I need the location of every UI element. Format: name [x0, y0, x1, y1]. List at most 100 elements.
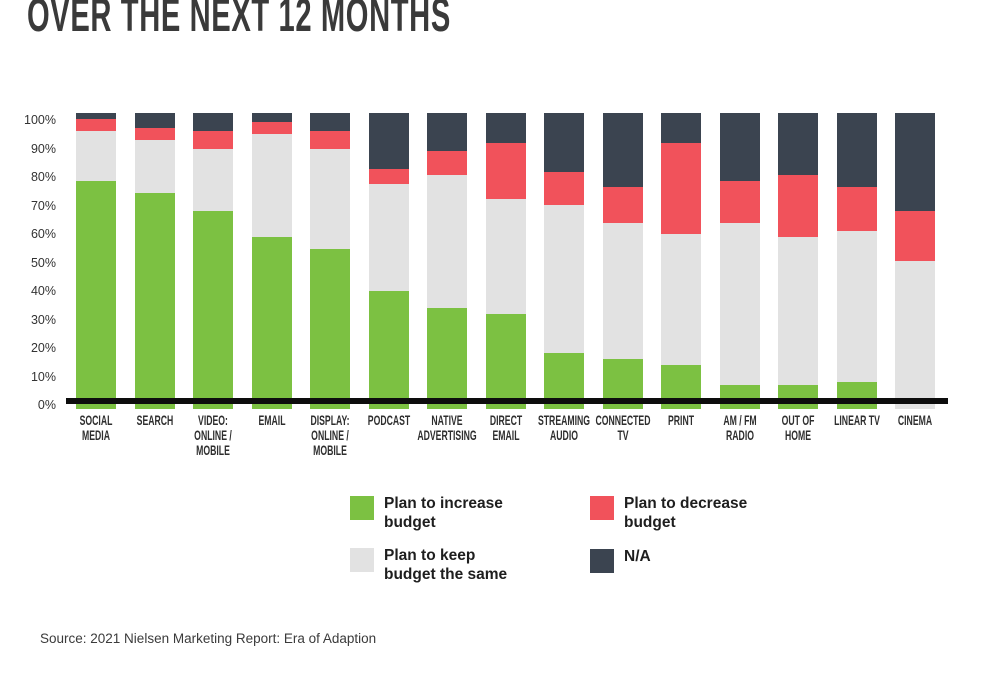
segment-same [544, 204, 584, 353]
segment-decrease [368, 169, 409, 185]
segment-same [836, 231, 877, 383]
segment-na [895, 113, 935, 211]
segment-na [778, 113, 818, 176]
segment-decrease [76, 118, 116, 131]
y-axis-tick: 80% [30, 170, 56, 184]
x-axis-label-out-of-home: OUT OF HOME [781, 412, 815, 443]
x-axis-label-email: EMAIL [257, 412, 286, 428]
bar-native-advertising [427, 113, 467, 409]
segment-na [76, 113, 116, 119]
segment-na [602, 113, 643, 187]
x-axis-label-native-advertising: NATIVE ADVERTISING [417, 412, 477, 443]
x-axis-label-video-online-mobile: VIDEO: ONLINE / MOBILE [194, 412, 232, 458]
segment-decrease [310, 130, 350, 149]
bar-out-of-home [778, 113, 818, 409]
y-axis-tick: 0% [37, 398, 56, 412]
segment-same [661, 234, 701, 365]
bar-search [134, 113, 175, 409]
legend-swatch-decrease [590, 496, 614, 520]
bar-podcast [368, 113, 409, 409]
segment-decrease [193, 130, 233, 149]
bar-display-online-mobile [310, 113, 350, 409]
segment-increase [76, 181, 116, 409]
y-axis-tick: 40% [30, 284, 56, 298]
bar-video-online-mobile [193, 113, 233, 409]
segment-same [895, 260, 935, 409]
segment-same [76, 130, 116, 182]
y-axis-tick: 70% [30, 198, 56, 213]
legend-item-na: N/A [590, 548, 651, 573]
segment-decrease [134, 127, 175, 140]
segment-na [427, 113, 467, 152]
legend-item-same: Plan to keep budget the same [350, 547, 508, 584]
segment-same [485, 198, 526, 315]
x-axis-label-podcast: PODCAST [367, 412, 410, 428]
bar-connected-tv [602, 113, 643, 409]
segment-same [427, 175, 467, 309]
segment-same [778, 237, 818, 386]
bar-cinema [895, 113, 935, 409]
segment-decrease [485, 142, 526, 199]
legend-label-na: N/A [624, 548, 651, 565]
x-axis-line [66, 398, 948, 404]
segment-decrease [251, 121, 292, 134]
source-note: Source: 2021 Nielsen Marketing Report: E… [40, 631, 377, 646]
y-axis-tick: 60% [30, 227, 56, 241]
segment-decrease [661, 142, 701, 235]
segment-na [836, 113, 877, 187]
segment-increase [134, 192, 175, 409]
segment-increase [427, 308, 467, 409]
segment-increase [836, 382, 877, 409]
segment-decrease [602, 187, 643, 223]
segment-same [368, 184, 409, 291]
segment-increase [310, 249, 350, 409]
x-axis-label-cinema: CINEMA [897, 412, 933, 428]
x-axis-label-direct-email: DIRECT EMAIL [489, 412, 522, 443]
x-axis-label-connected-tv: CONNECTED TV [595, 412, 650, 443]
x-axis-label-search: SEARCH [136, 412, 173, 428]
bar-email [251, 113, 292, 409]
segment-na [193, 113, 233, 131]
legend-label-same: Plan to keep budget the same [384, 547, 508, 583]
y-axis-tick: 10% [30, 369, 56, 384]
y-axis-tick: 100% [24, 113, 56, 127]
bar-print [661, 113, 701, 409]
segment-decrease [836, 187, 877, 232]
segment-na [485, 113, 526, 143]
y-axis-tick: 90% [30, 141, 56, 156]
segment-increase [485, 314, 526, 409]
segment-decrease [544, 172, 584, 205]
bar-social-media [76, 113, 116, 409]
segment-decrease [895, 210, 935, 261]
segment-decrease [427, 151, 467, 176]
segment-increase [193, 210, 233, 409]
segment-increase [251, 237, 292, 409]
legend-swatch-same [350, 548, 374, 572]
segment-same [134, 139, 175, 193]
segment-same [602, 222, 643, 359]
segment-same [310, 148, 350, 250]
x-axis-label-display-online-mobile: DISPLAY: ONLINE / MOBILE [310, 412, 350, 458]
segment-na [134, 113, 175, 128]
segment-na [661, 113, 701, 143]
segment-increase [368, 290, 409, 409]
segment-same [193, 148, 233, 211]
segment-na [251, 113, 292, 122]
segment-decrease [719, 181, 760, 223]
bar-linear-tv [836, 113, 877, 409]
chart-title: OVER THE NEXT 12 MONTHS [27, 0, 451, 41]
segment-same [719, 222, 760, 386]
segment-na [719, 113, 760, 182]
y-axis-tick: 50% [30, 255, 56, 270]
segment-na [368, 113, 409, 170]
x-axis-label-print: PRINT [667, 412, 695, 428]
segment-na [544, 113, 584, 173]
x-axis-label-streaming-audio: STREAMING AUDIO [537, 412, 591, 443]
legend-label-decrease: Plan to decrease budget [624, 495, 748, 531]
legend-label-increase: Plan to increase budget [384, 495, 503, 531]
x-axis-label-social-media: SOCIAL MEDIA [79, 412, 113, 443]
segment-decrease [778, 175, 818, 238]
legend-item-increase: Plan to increase budget [350, 495, 503, 532]
x-axis-label-am-fm-radio: AM / FM RADIO [722, 412, 757, 443]
